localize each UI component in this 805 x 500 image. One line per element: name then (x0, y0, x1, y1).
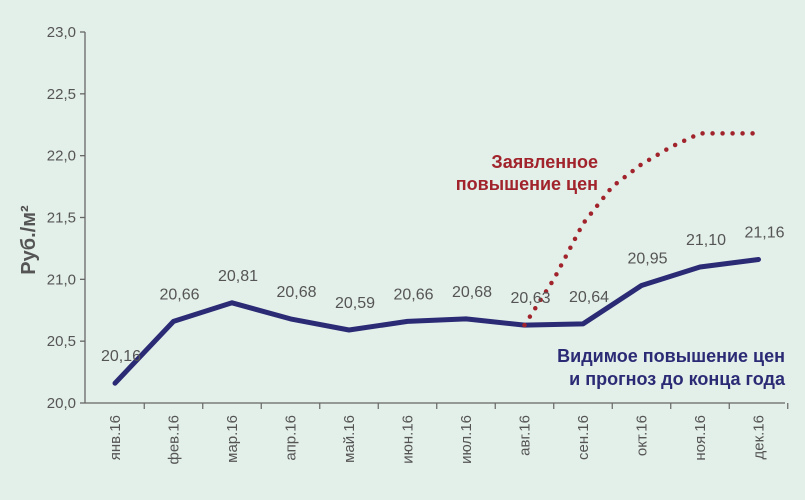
y-tick-label: 23,0 (47, 24, 76, 41)
y-tick-label: 20,0 (47, 395, 76, 412)
data-label: 20,16 (101, 348, 141, 365)
series-lines (112, 131, 761, 386)
data-label: 20,64 (569, 289, 609, 306)
y-tick-label: 20,5 (47, 333, 76, 350)
declared-annotation-line2: повышение цен (456, 174, 598, 194)
visible-series-line (112, 257, 761, 386)
y-axis: 20,0 20,5 21,0 21,5 22,0 22,5 23,0 (47, 24, 86, 412)
data-label: 20,63 (510, 290, 550, 307)
x-axis: янв.16 фев.16 мар.16 апр.16 май.16 июн.16 июл.… (85, 402, 789, 465)
data-label: 20,66 (159, 286, 199, 303)
y-tick-label: 22,0 (47, 148, 76, 165)
x-tick-label: фев.16 (166, 415, 183, 465)
declared-series-line (522, 131, 761, 328)
data-labels: 20,16 20,66 20,81 20,68 20,59 20,66 20,68 20,63… (101, 225, 785, 366)
data-label: 20,81 (218, 268, 258, 285)
x-tick-label: сен.16 (575, 415, 592, 460)
x-tick-label: мар.16 (224, 415, 241, 463)
x-tick-label: дек.16 (751, 415, 768, 460)
data-label: 20,59 (335, 295, 375, 312)
x-tick-label: май.16 (341, 415, 358, 463)
declared-annotation-line1: Заявленное (491, 152, 598, 172)
y-tick-label: 21,5 (47, 210, 76, 227)
visible-annotation-line2: и прогноз до конца года (569, 369, 786, 389)
x-tick-label: окт.16 (634, 415, 651, 456)
y-axis-label: Руб./м² (18, 205, 40, 275)
y-tick-label: 21,0 (47, 271, 76, 288)
data-label: 21,16 (744, 225, 784, 242)
x-tick-label: июл.16 (458, 415, 475, 464)
data-label: 20,68 (276, 284, 316, 301)
visible-annotation-line1: Видимое повышение цен (557, 346, 785, 366)
x-tick-label: янв.16 (107, 415, 124, 460)
x-tick-label: ноя.16 (692, 415, 709, 461)
data-label: 20,66 (393, 286, 433, 303)
x-tick-label: авг.16 (517, 415, 534, 456)
data-label: 20,68 (452, 284, 492, 301)
data-label: 20,95 (627, 251, 667, 268)
x-tick-label: апр.16 (283, 415, 300, 461)
x-tick-label: июн.16 (400, 415, 417, 464)
y-tick-label: 22,5 (47, 86, 76, 103)
data-label: 21,10 (686, 232, 726, 249)
